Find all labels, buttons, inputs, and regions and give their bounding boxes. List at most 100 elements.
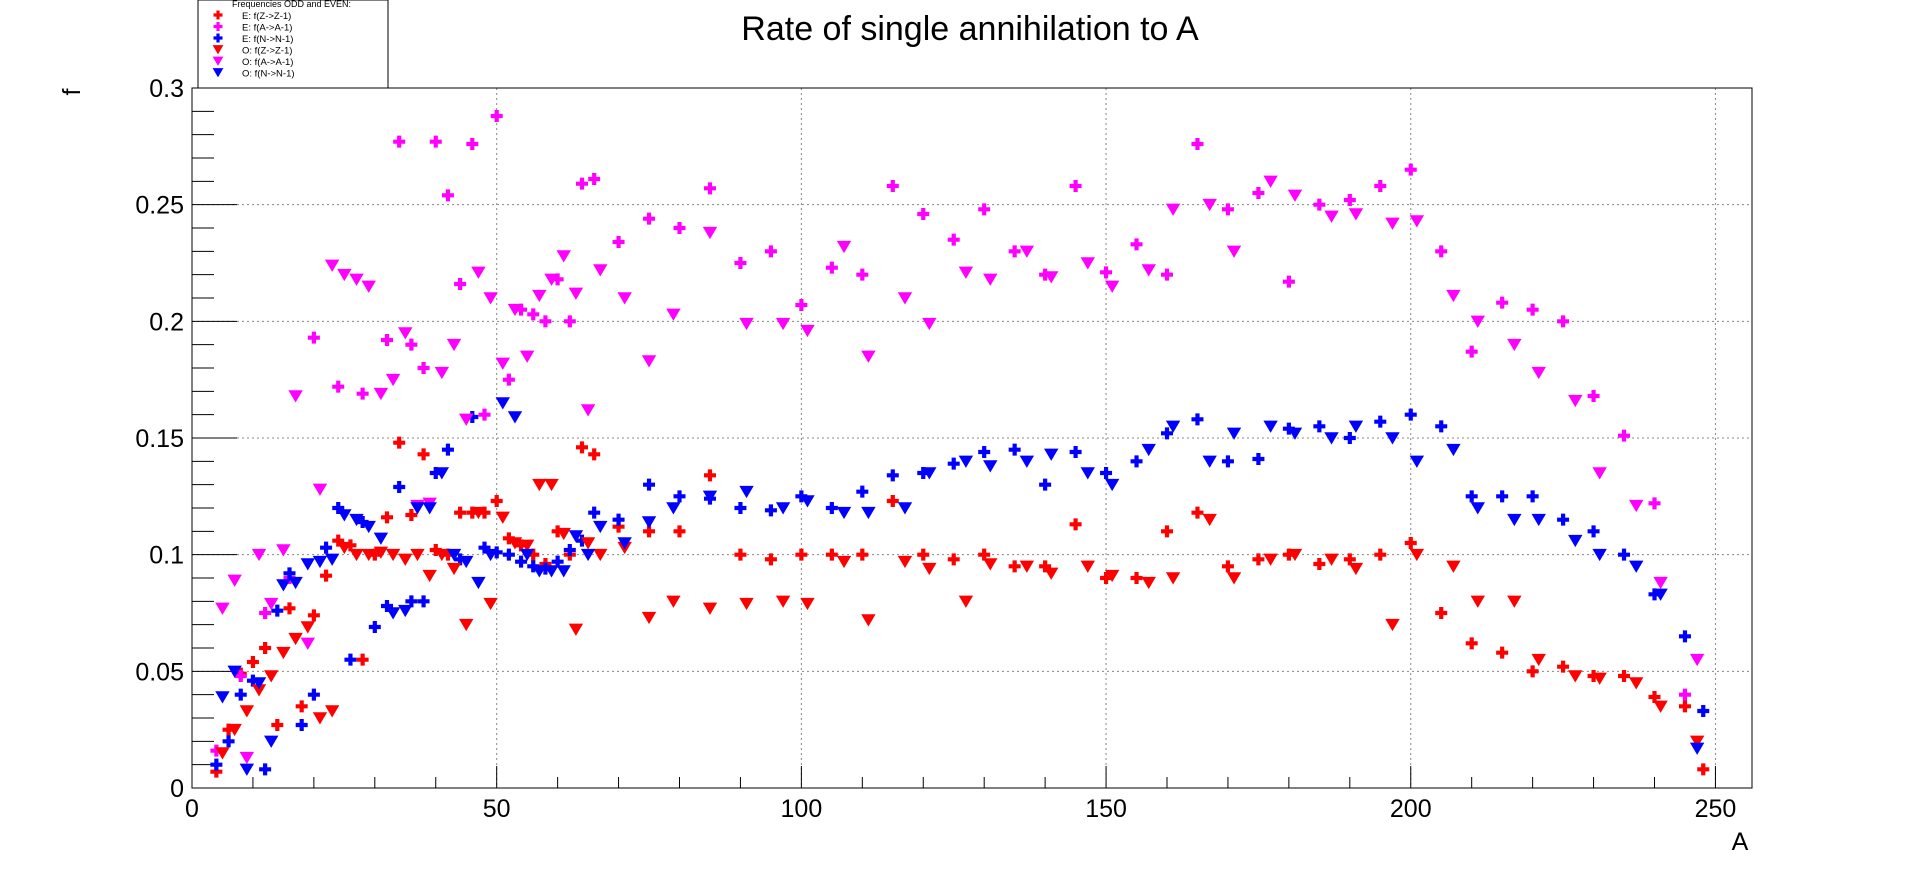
data-point	[1252, 453, 1265, 465]
data-point	[1526, 490, 1539, 503]
data-point	[1287, 548, 1303, 562]
data-point	[441, 443, 454, 456]
data-point	[1385, 432, 1400, 445]
data-point	[1100, 266, 1113, 279]
data-point	[1008, 245, 1021, 258]
data-point	[1618, 670, 1631, 682]
data-point	[836, 506, 852, 520]
data-point	[861, 506, 876, 520]
data-point	[1141, 443, 1156, 457]
data-point	[1465, 490, 1478, 503]
data-point	[556, 527, 571, 541]
data-point	[210, 758, 223, 771]
data-point	[612, 513, 625, 526]
data-point	[1470, 595, 1485, 608]
legend-box	[197, 0, 389, 89]
data-point	[1629, 499, 1644, 513]
data-point	[1080, 257, 1095, 270]
data-point	[381, 511, 393, 524]
data-point	[795, 299, 808, 311]
data-point	[983, 558, 998, 571]
data-point	[234, 670, 247, 682]
data-point	[1507, 338, 1522, 352]
data-point	[1587, 390, 1600, 402]
data-point	[1202, 198, 1217, 212]
data-point	[527, 308, 540, 321]
data-point	[612, 236, 625, 248]
data-point	[300, 558, 315, 571]
data-point	[393, 436, 406, 449]
data-point	[1130, 238, 1143, 251]
data-point	[1507, 513, 1522, 527]
data-point	[332, 502, 345, 514]
data-point	[264, 597, 279, 611]
legend-marker	[212, 45, 224, 55]
data-point	[800, 495, 815, 508]
data-point	[259, 607, 272, 619]
data-point	[734, 548, 747, 561]
data-point	[568, 623, 584, 636]
data-point	[259, 642, 272, 654]
data-point	[702, 602, 718, 615]
data-point	[239, 763, 255, 776]
data-point	[324, 259, 340, 272]
data-point	[532, 565, 547, 578]
data-point	[312, 483, 328, 496]
data-point	[1226, 572, 1242, 585]
data-point	[1348, 562, 1364, 576]
data-point	[320, 569, 333, 582]
data-point	[1069, 446, 1082, 458]
data-point	[580, 548, 596, 562]
data-point	[1404, 408, 1417, 421]
data-point	[288, 390, 303, 403]
data-point	[337, 541, 352, 555]
data-point	[1019, 560, 1035, 573]
data-point	[1226, 245, 1242, 258]
data-point	[1446, 560, 1461, 573]
data-point	[1592, 548, 1607, 562]
data-point	[1141, 576, 1156, 590]
data-point	[459, 555, 474, 569]
data-point	[983, 273, 998, 286]
x-tick-label: 50	[483, 795, 511, 823]
data-point	[471, 506, 486, 520]
data-point	[1130, 572, 1143, 584]
data-point	[1465, 637, 1478, 650]
data-point	[1161, 427, 1173, 440]
data-point	[556, 250, 571, 263]
data-point	[897, 292, 913, 305]
data-point	[1629, 560, 1644, 573]
data-point	[666, 502, 681, 515]
data-point	[349, 513, 364, 527]
data-point	[393, 481, 406, 493]
legend: Frequencies ODD and EVEN: E: f(Z->Z-1)E:…	[197, 0, 389, 89]
data-point	[1161, 525, 1173, 538]
data-point	[1221, 203, 1234, 216]
data-point	[1496, 646, 1509, 659]
data-point	[958, 595, 974, 608]
data-point	[666, 308, 681, 321]
data-point	[478, 408, 491, 421]
data-point	[300, 621, 315, 634]
data-point	[1191, 138, 1204, 150]
data-point	[1263, 553, 1278, 566]
data-point	[490, 110, 503, 122]
data-point	[861, 350, 876, 363]
data-point	[1653, 700, 1668, 713]
data-point	[410, 548, 425, 562]
data-point	[576, 441, 588, 454]
data-point	[519, 548, 535, 562]
data-point	[1557, 315, 1570, 328]
data-point	[1678, 688, 1691, 701]
data-point	[471, 576, 486, 590]
data-point	[1678, 630, 1691, 643]
data-point	[222, 735, 235, 748]
data-point	[1689, 742, 1705, 755]
data-point	[1100, 467, 1113, 479]
data-point	[532, 289, 547, 303]
data-point	[775, 595, 791, 608]
data-point	[1069, 518, 1082, 531]
data-point	[1221, 560, 1234, 573]
data-point	[251, 677, 267, 690]
data-point	[446, 548, 462, 562]
